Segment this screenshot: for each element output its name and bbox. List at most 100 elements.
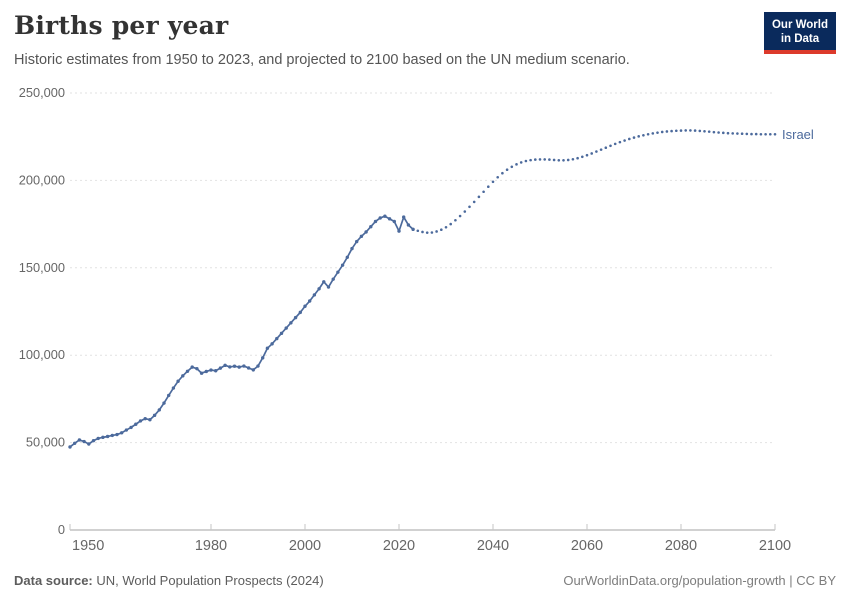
data-point <box>298 310 302 315</box>
data-point <box>129 425 133 430</box>
projection-dot <box>463 210 467 213</box>
projection-dot <box>501 171 504 175</box>
projection-dot <box>454 218 457 222</box>
data-point <box>279 331 284 336</box>
projection-dot <box>628 137 631 141</box>
projection-dot <box>576 156 579 160</box>
projection-dot <box>764 132 767 136</box>
projection-dot <box>698 129 702 133</box>
data-point <box>171 386 176 390</box>
data-point <box>167 393 171 398</box>
projection-dot <box>745 132 749 136</box>
projection-dot <box>472 200 476 204</box>
y-axis-label: 0 <box>58 522 65 537</box>
data-point <box>73 441 77 445</box>
data-point <box>148 418 152 422</box>
data-point <box>312 293 317 297</box>
projection-dot <box>759 132 763 136</box>
data-point <box>261 356 265 360</box>
data-point <box>152 413 157 418</box>
owid-logo[interactable]: Our World in Data <box>763 12 836 54</box>
data-point <box>157 408 161 412</box>
historic-line[interactable] <box>69 215 414 448</box>
y-axis-labels: 0 50,000 100,000 150,000 200,000 250,000 <box>19 85 65 537</box>
data-point <box>204 369 208 374</box>
data-point <box>115 432 119 437</box>
projection-dot <box>769 132 772 136</box>
projection-dot <box>416 229 420 233</box>
data-point <box>326 285 331 289</box>
entity-end-label[interactable]: Israel <box>782 127 814 142</box>
projection-dot <box>425 231 429 234</box>
data-point <box>96 436 100 441</box>
owid-logo-line1: Our World <box>771 19 828 31</box>
projection-dot <box>726 131 730 135</box>
projection-dot <box>557 158 561 162</box>
data-point <box>209 368 213 372</box>
projection-dot <box>562 158 565 162</box>
data-point <box>350 246 354 251</box>
projection-dot <box>773 132 777 136</box>
data-point <box>308 299 312 303</box>
x-axis-label: 2020 <box>383 538 415 554</box>
projection-dot <box>660 130 664 134</box>
x-axis-label: 2040 <box>477 538 509 554</box>
x-axis-label: 2080 <box>665 538 697 554</box>
data-point <box>190 365 194 369</box>
projection-dot <box>707 130 711 133</box>
data-point <box>369 225 373 229</box>
projection-dot <box>750 132 753 136</box>
y-axis-label: 50,000 <box>26 435 65 450</box>
projection-dot <box>604 146 608 150</box>
projection-dot <box>487 185 490 188</box>
data-point <box>265 346 270 350</box>
x-axis-labels: 1950 1980 2000 2020 2040 2060 2080 2100 <box>72 538 791 554</box>
projection-dot <box>665 130 669 133</box>
credit-link[interactable]: OurWorldinData.org/population-growth | C… <box>563 573 836 588</box>
data-point <box>120 431 124 435</box>
data-point <box>91 438 96 443</box>
projection-dot <box>632 136 636 139</box>
projection-dot <box>543 158 546 161</box>
x-axis-label: 1980 <box>195 538 227 554</box>
projection-dot <box>689 129 692 132</box>
data-point <box>143 416 147 421</box>
data-point <box>214 369 218 373</box>
projection-dot <box>670 129 673 133</box>
projection-dot <box>538 158 542 161</box>
data-point <box>232 364 237 368</box>
data-point <box>392 219 396 224</box>
projection-dot <box>637 135 640 138</box>
data-point <box>246 366 251 370</box>
projection-dot <box>529 158 532 162</box>
projection-dot <box>740 132 744 136</box>
data-point <box>138 419 143 423</box>
projection-dot <box>618 140 622 144</box>
projection-dot <box>651 132 655 135</box>
data-point <box>110 433 115 438</box>
projection-dot <box>599 148 603 151</box>
data-point <box>378 216 382 220</box>
projection-dot <box>515 163 518 166</box>
x-axis-label: 2060 <box>571 538 603 554</box>
projection-dot <box>552 158 556 162</box>
data-source-text: UN, World Population Prospects (2024) <box>92 573 324 588</box>
data-point <box>270 342 274 346</box>
data-point <box>176 379 180 383</box>
data-point <box>322 280 326 284</box>
data-point <box>134 422 138 426</box>
projection-dot <box>444 225 448 229</box>
data-point <box>237 365 241 369</box>
projection-dot <box>477 195 481 199</box>
projection-dot <box>510 165 514 169</box>
projection-dot <box>421 230 424 234</box>
data-point <box>303 304 307 308</box>
data-point <box>340 263 345 267</box>
data-point <box>185 369 190 373</box>
data-point <box>373 219 378 224</box>
data-point <box>345 255 349 260</box>
data-source-label: Data source: <box>14 573 93 588</box>
data-point <box>355 239 359 244</box>
